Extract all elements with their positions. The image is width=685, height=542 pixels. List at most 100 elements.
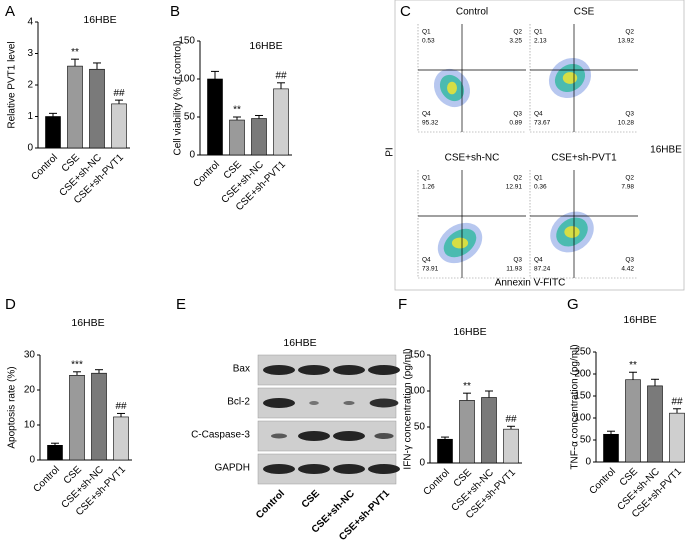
significance: ## bbox=[671, 396, 683, 407]
quadrant-name: Q1 bbox=[422, 175, 431, 182]
y-tick-label: 0 bbox=[27, 143, 33, 154]
row-label: Bcl-2 bbox=[227, 397, 250, 408]
cell-line: 16HBE bbox=[650, 145, 682, 156]
bar bbox=[251, 118, 267, 156]
panel-label: B bbox=[170, 3, 180, 20]
y-tick-label: 10 bbox=[24, 420, 36, 431]
quadrant-value: 7.98 bbox=[621, 184, 634, 191]
y-tick-label: 4 bbox=[27, 17, 33, 28]
y-tick-label: 100 bbox=[574, 413, 591, 424]
x-tick-label: Control bbox=[587, 466, 618, 497]
y-tick-label: 50 bbox=[414, 422, 426, 433]
quadrant-value: 95.32 bbox=[422, 120, 439, 127]
quadrant-name: Q2 bbox=[625, 175, 634, 182]
band bbox=[263, 398, 295, 408]
bar bbox=[113, 416, 129, 461]
y-tick-label: 150 bbox=[178, 36, 195, 47]
quadrant-name: Q3 bbox=[625, 257, 634, 264]
quadrant-name: Q4 bbox=[534, 257, 543, 264]
panel-label: G bbox=[567, 296, 579, 313]
band bbox=[333, 365, 365, 375]
quadrant-value: 4.42 bbox=[621, 266, 634, 273]
significance: *** bbox=[71, 359, 83, 370]
quadrant-value: 0.53 bbox=[422, 38, 435, 45]
row-label: C-Caspase-3 bbox=[191, 430, 250, 441]
quadrant-value: 73.67 bbox=[534, 120, 551, 127]
event-cloud bbox=[562, 72, 578, 84]
row-label: GAPDH bbox=[214, 463, 250, 474]
quadrant-value: 0.89 bbox=[509, 120, 522, 127]
y-tick-label: 100 bbox=[178, 74, 195, 85]
panel-label: D bbox=[5, 296, 16, 313]
y-axis-label: Apoptosis rate (%) bbox=[7, 366, 18, 448]
quadrant-name: Q4 bbox=[534, 111, 543, 118]
band bbox=[374, 433, 394, 439]
quadrant-value: 1.26 bbox=[422, 184, 435, 191]
bar bbox=[67, 65, 83, 149]
bar bbox=[459, 400, 475, 464]
bar bbox=[91, 372, 107, 461]
bar bbox=[603, 433, 619, 463]
chart-title: 16HBE bbox=[249, 40, 282, 52]
band bbox=[368, 464, 400, 474]
band bbox=[333, 464, 365, 474]
plot-title: CSE+sh-NC bbox=[445, 153, 500, 164]
panel-label: C bbox=[400, 3, 411, 20]
significance: ## bbox=[275, 70, 287, 81]
quadrant-name: Q2 bbox=[513, 175, 522, 182]
x-tick-label: Control bbox=[31, 464, 62, 495]
quadrant-value: 3.25 bbox=[509, 38, 522, 45]
chart-title: 16HBE bbox=[83, 14, 116, 26]
y-tick-label: 1 bbox=[27, 111, 33, 122]
quadrant-name: Q2 bbox=[625, 29, 634, 36]
y-tick-label: 250 bbox=[574, 347, 591, 358]
quadrant-name: Q3 bbox=[625, 111, 634, 118]
y-tick-label: 100 bbox=[408, 386, 425, 397]
band bbox=[333, 431, 365, 441]
bar bbox=[625, 379, 641, 463]
y-tick-label: 0 bbox=[189, 150, 195, 161]
band bbox=[263, 365, 295, 375]
flow-frame bbox=[394, 0, 685, 291]
quadrant-name: Q1 bbox=[534, 175, 543, 182]
panel-label: A bbox=[5, 3, 15, 20]
band bbox=[309, 401, 319, 405]
bar bbox=[481, 397, 497, 464]
bar bbox=[229, 119, 245, 156]
significance: ## bbox=[505, 414, 517, 425]
y-axis-label: IFN-γ concentration (pg/ml) bbox=[403, 348, 414, 469]
significance: ** bbox=[463, 381, 471, 392]
plot-title: CSE bbox=[574, 7, 595, 18]
y-tick-label: 50 bbox=[580, 435, 592, 446]
significance: ** bbox=[71, 47, 79, 58]
x-tick-label: Control bbox=[421, 467, 452, 498]
bar bbox=[273, 88, 289, 156]
row-label: Bax bbox=[233, 364, 250, 375]
y-tick-label: 0 bbox=[585, 457, 591, 468]
bar bbox=[669, 412, 685, 463]
y-axis-label: Relative PVT1 level bbox=[7, 41, 18, 128]
band bbox=[369, 398, 399, 408]
y-tick-label: 0 bbox=[419, 458, 425, 469]
significance: ## bbox=[113, 88, 125, 99]
significance: ** bbox=[233, 105, 241, 116]
quadrant-value: 87.24 bbox=[534, 266, 551, 273]
quadrant-name: Q4 bbox=[422, 257, 431, 264]
quadrant-value: 13.92 bbox=[618, 38, 635, 45]
quadrant-name: Q3 bbox=[513, 257, 522, 264]
bar bbox=[111, 103, 127, 149]
quadrant-value: 0.36 bbox=[534, 184, 547, 191]
quadrant-value: 2.13 bbox=[534, 38, 547, 45]
quadrant-value: 10.28 bbox=[618, 120, 635, 127]
x-tick-label: Control bbox=[191, 159, 222, 190]
band bbox=[298, 365, 330, 375]
significance: ** bbox=[629, 360, 637, 371]
event-cloud bbox=[451, 237, 469, 249]
band bbox=[343, 401, 355, 405]
y-tick-label: 150 bbox=[408, 350, 425, 361]
column-label: Control bbox=[254, 488, 287, 521]
quadrant-value: 73.91 bbox=[422, 266, 439, 273]
y-tick-label: 200 bbox=[574, 369, 591, 380]
plot-title: Control bbox=[456, 7, 488, 18]
